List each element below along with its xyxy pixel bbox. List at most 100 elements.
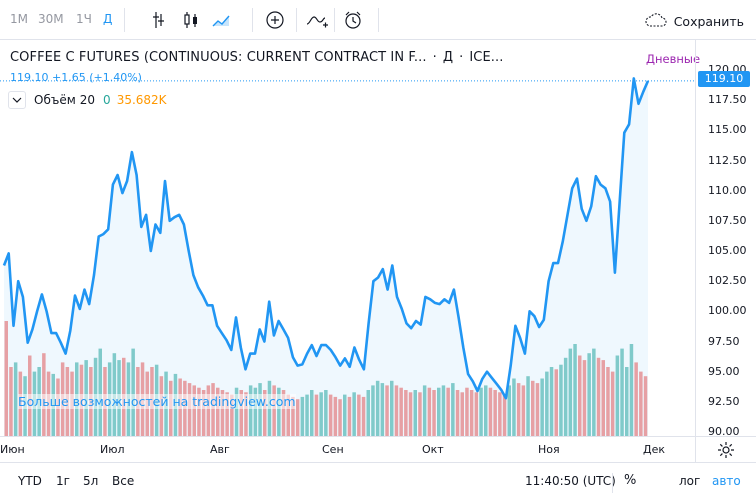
indicators-icon[interactable]: [304, 8, 330, 32]
volume-bar: [281, 390, 286, 436]
price-area-fill: [4, 78, 648, 436]
volume-bar: [234, 387, 239, 436]
volume-bar: [610, 371, 615, 436]
volume-bar: [230, 394, 234, 436]
volume-bar: [248, 385, 253, 436]
timeframe-1h[interactable]: 1Ч: [76, 12, 92, 26]
price-tick: 117.50: [708, 93, 747, 107]
volume-bar: [549, 367, 554, 436]
volume-bar: [192, 385, 196, 436]
volume-bar: [469, 390, 474, 436]
volume-bar: [371, 385, 375, 436]
volume-bar: [488, 387, 493, 436]
log-scale-toggle[interactable]: лог: [679, 474, 701, 488]
time-tick: Июл: [100, 443, 125, 456]
volume-bar: [347, 396, 352, 436]
price-tick: 110.00: [708, 183, 747, 197]
volume-bar: [206, 385, 211, 436]
legend-last-price: 119.10: [10, 71, 49, 84]
volume-bar: [592, 348, 596, 436]
price-tick: 97.50: [708, 334, 740, 348]
bars-icon[interactable]: [178, 8, 204, 32]
range-1y[interactable]: 1г: [56, 474, 70, 488]
price-tick: 100.00: [708, 304, 747, 318]
legend-change: +1.65: [52, 71, 86, 84]
last-price-label: 119.10: [698, 71, 750, 87]
collapse-legend-button[interactable]: [8, 91, 26, 109]
volume-bar: [625, 367, 629, 436]
volume-bar: [324, 390, 328, 436]
volume-bar: [441, 385, 446, 436]
volume-bar: [601, 360, 605, 436]
price-tick: 105.00: [708, 244, 747, 257]
volume-bar: [13, 362, 18, 436]
volume-bar: [643, 376, 648, 436]
tradingview-promo-link[interactable]: Больше возможностей на tradingview.com: [18, 394, 296, 409]
auto-scale-toggle[interactable]: авто: [712, 474, 741, 488]
volume-bar: [545, 371, 549, 436]
volume-bar: [484, 385, 488, 436]
time-tick: Авг: [210, 443, 230, 456]
volume-bar: [498, 392, 502, 436]
add-compare-icon[interactable]: [262, 8, 288, 32]
price-scale[interactable]: 120.00 117.50 115.00 112.50 110.00 107.50 105.…: [695, 40, 756, 438]
symbol-exchange: ICE...: [469, 50, 504, 65]
volume-bar: [596, 357, 601, 436]
volume-bar: [333, 396, 338, 436]
timeframe-30m[interactable]: 30М: [38, 12, 64, 26]
save-button[interactable]: Сохранить: [644, 10, 744, 32]
chart-settings-button[interactable]: [695, 436, 756, 462]
volume-bar: [328, 394, 333, 436]
volume-bar: [455, 390, 460, 436]
volume-bar: [291, 396, 295, 436]
volume-bar: [220, 390, 225, 436]
range-all[interactable]: Все: [112, 474, 135, 488]
range-5y[interactable]: 5л: [83, 474, 99, 488]
time-axis[interactable]: Июн Июл Авг Сен Окт Ноя Дек: [0, 436, 695, 462]
volume-bar: [404, 390, 408, 436]
volume-bar: [427, 387, 432, 436]
volume-bar: [502, 394, 507, 436]
volume-bar: [197, 387, 201, 436]
percent-scale-toggle[interactable]: %: [624, 473, 637, 488]
bottom-toolbar: YTD 1г 5л Все 11:40:50 (UTC) % лог авто: [0, 462, 756, 502]
volume-bar: [526, 376, 530, 436]
volume-bar: [587, 353, 591, 436]
cloud-icon: [644, 12, 668, 31]
volume-bar: [338, 399, 342, 436]
volume-bar: [295, 399, 300, 436]
volume-bar: [535, 383, 540, 436]
volume-bar: [582, 360, 587, 436]
volume-bar: [131, 348, 135, 436]
volume-bar: [399, 387, 403, 436]
volume-bar: [615, 355, 620, 436]
alert-clock-icon[interactable]: [340, 8, 366, 32]
utc-clock[interactable]: 11:40:50 (UTC): [525, 474, 616, 488]
volume-bar: [507, 385, 511, 436]
volume-bar: [394, 385, 399, 436]
volume-bar: [413, 390, 417, 436]
volume-bar: [357, 394, 361, 436]
chart-type-icon[interactable]: [208, 8, 234, 32]
volume-bar: [573, 344, 577, 436]
range-ytd[interactable]: YTD: [18, 474, 42, 488]
toolbar-divider: [334, 8, 335, 32]
volume-bar: [305, 394, 309, 436]
volume-bar: [493, 390, 497, 436]
price-tick: 92.50: [708, 394, 740, 408]
symbol-interval: Д: [442, 50, 454, 65]
volume-bar: [474, 392, 479, 436]
time-tick: Ноя: [538, 443, 560, 456]
timeframe-1m[interactable]: 1М: [10, 12, 28, 26]
candles-icon[interactable]: [148, 8, 174, 32]
volume-bar: [277, 387, 281, 436]
price-tick: 95.00: [708, 364, 740, 378]
volume-bar: [258, 383, 262, 436]
symbol-name: COFFEE C FUTURES (CONTINUOUS: CURRENT CO…: [10, 50, 427, 65]
toolbar-divider: [252, 8, 253, 32]
timeframe-d[interactable]: Д: [103, 12, 113, 26]
volume-bar: [244, 392, 248, 436]
volume-bar: [521, 385, 526, 436]
volume-bar: [620, 348, 624, 436]
volume-bar: [479, 387, 483, 436]
